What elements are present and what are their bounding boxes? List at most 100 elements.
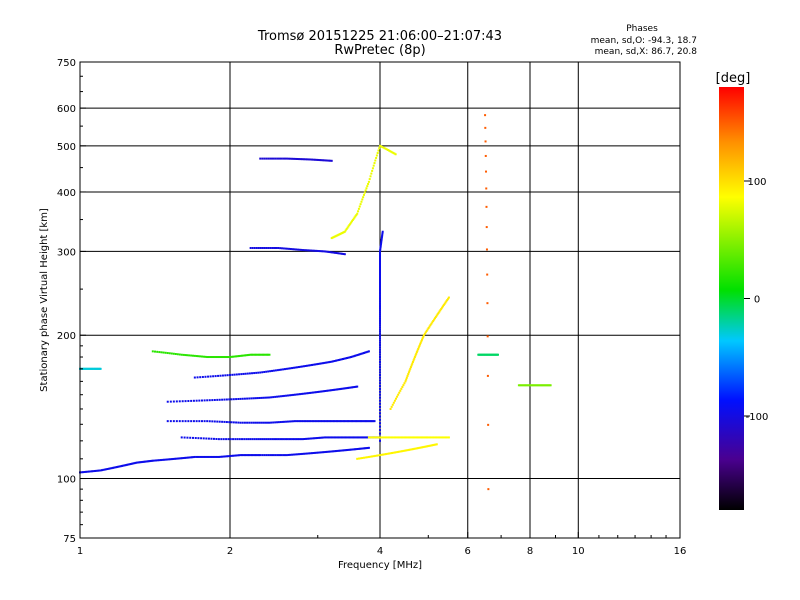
echo-point xyxy=(305,420,308,423)
echo-point xyxy=(199,455,202,458)
echo-point xyxy=(259,353,262,356)
y-tick-label: 600 xyxy=(57,104,76,115)
echo-point xyxy=(250,421,253,424)
echo-point xyxy=(317,362,320,365)
echo-point xyxy=(262,396,265,399)
echo-point xyxy=(306,158,309,161)
echo-point xyxy=(352,217,355,220)
echo-point xyxy=(321,451,324,454)
echo-point xyxy=(365,420,368,423)
echo-point xyxy=(267,370,270,373)
echo-point xyxy=(261,157,264,160)
echo-point xyxy=(356,212,359,215)
echo-point xyxy=(419,343,422,346)
echo-point xyxy=(356,457,359,460)
echo-point xyxy=(204,355,207,358)
echo-point xyxy=(289,438,292,441)
echo-point xyxy=(343,449,346,452)
echo-point xyxy=(413,436,416,439)
y-tick-label: 500 xyxy=(57,142,76,153)
echo-point xyxy=(333,359,336,362)
echo-point xyxy=(208,399,211,402)
echo-point xyxy=(264,396,267,399)
echo-point xyxy=(438,310,441,313)
echo-point xyxy=(421,436,424,439)
echo-point xyxy=(249,247,252,250)
echo-point xyxy=(375,436,378,439)
echo-point xyxy=(170,352,173,355)
echo-point xyxy=(269,157,272,160)
echo-point xyxy=(99,367,102,370)
echo-point xyxy=(380,237,383,240)
echo-point xyxy=(300,392,303,395)
echo-point xyxy=(485,226,488,229)
echo-point xyxy=(360,352,363,355)
echo-point xyxy=(427,436,430,439)
echo-point xyxy=(375,156,378,159)
echo-point xyxy=(243,454,246,457)
echo-point xyxy=(390,405,393,408)
echo-point xyxy=(447,436,450,439)
echo-point xyxy=(486,302,489,305)
echo-point xyxy=(381,233,384,236)
echo-point xyxy=(225,455,228,458)
echo-point xyxy=(164,458,167,461)
echo-point xyxy=(353,385,356,388)
echo-point xyxy=(241,354,244,357)
echo-point xyxy=(276,369,279,372)
echo-point xyxy=(204,375,207,378)
echo-point xyxy=(195,399,198,402)
echo-point xyxy=(346,436,349,439)
echo-point xyxy=(93,469,96,472)
echo-point xyxy=(182,457,185,460)
echo-point xyxy=(422,446,425,449)
echo-point xyxy=(352,355,355,358)
echo-point xyxy=(239,421,242,424)
echo-point xyxy=(182,353,185,356)
echo-point xyxy=(251,438,254,441)
echo-point xyxy=(304,392,307,395)
echo-point xyxy=(441,305,444,308)
echo-point xyxy=(214,455,217,458)
echo-point xyxy=(549,384,552,387)
echo-point xyxy=(317,436,320,439)
echo-point xyxy=(235,398,238,401)
echo-point xyxy=(323,250,326,253)
echo-point xyxy=(221,455,224,458)
echo-point xyxy=(304,364,307,367)
y-tick-label: 300 xyxy=(57,247,76,258)
echo-point xyxy=(286,438,289,441)
echo-point xyxy=(280,157,283,160)
echo-point xyxy=(301,249,304,252)
echo-point xyxy=(298,248,301,251)
echo-point xyxy=(170,458,173,461)
echo-point xyxy=(327,159,330,162)
echo-point xyxy=(202,437,205,440)
echo-point xyxy=(277,247,280,250)
echo-point xyxy=(355,448,358,451)
echo-point xyxy=(372,420,375,423)
echo-point xyxy=(350,356,353,359)
echo-point xyxy=(341,420,344,423)
echo-point xyxy=(235,355,238,358)
echo-point xyxy=(178,353,181,356)
echo-point xyxy=(543,384,546,387)
echo-point xyxy=(229,455,231,458)
echo-point xyxy=(446,436,449,439)
echo-point xyxy=(284,438,287,441)
echo-point xyxy=(430,444,433,447)
echo-point xyxy=(270,421,273,424)
echo-point xyxy=(271,438,274,441)
echo-point xyxy=(379,358,381,361)
echo-point xyxy=(248,421,251,424)
echo-point xyxy=(128,463,131,466)
echo-point xyxy=(260,353,263,356)
echo-point xyxy=(379,412,381,415)
echo-point xyxy=(362,193,365,196)
echo-point xyxy=(313,420,316,423)
echo-point xyxy=(114,466,117,469)
echo-point xyxy=(126,463,129,466)
echo-point xyxy=(202,455,205,458)
echo-point xyxy=(359,447,362,450)
echo-point xyxy=(271,454,274,457)
